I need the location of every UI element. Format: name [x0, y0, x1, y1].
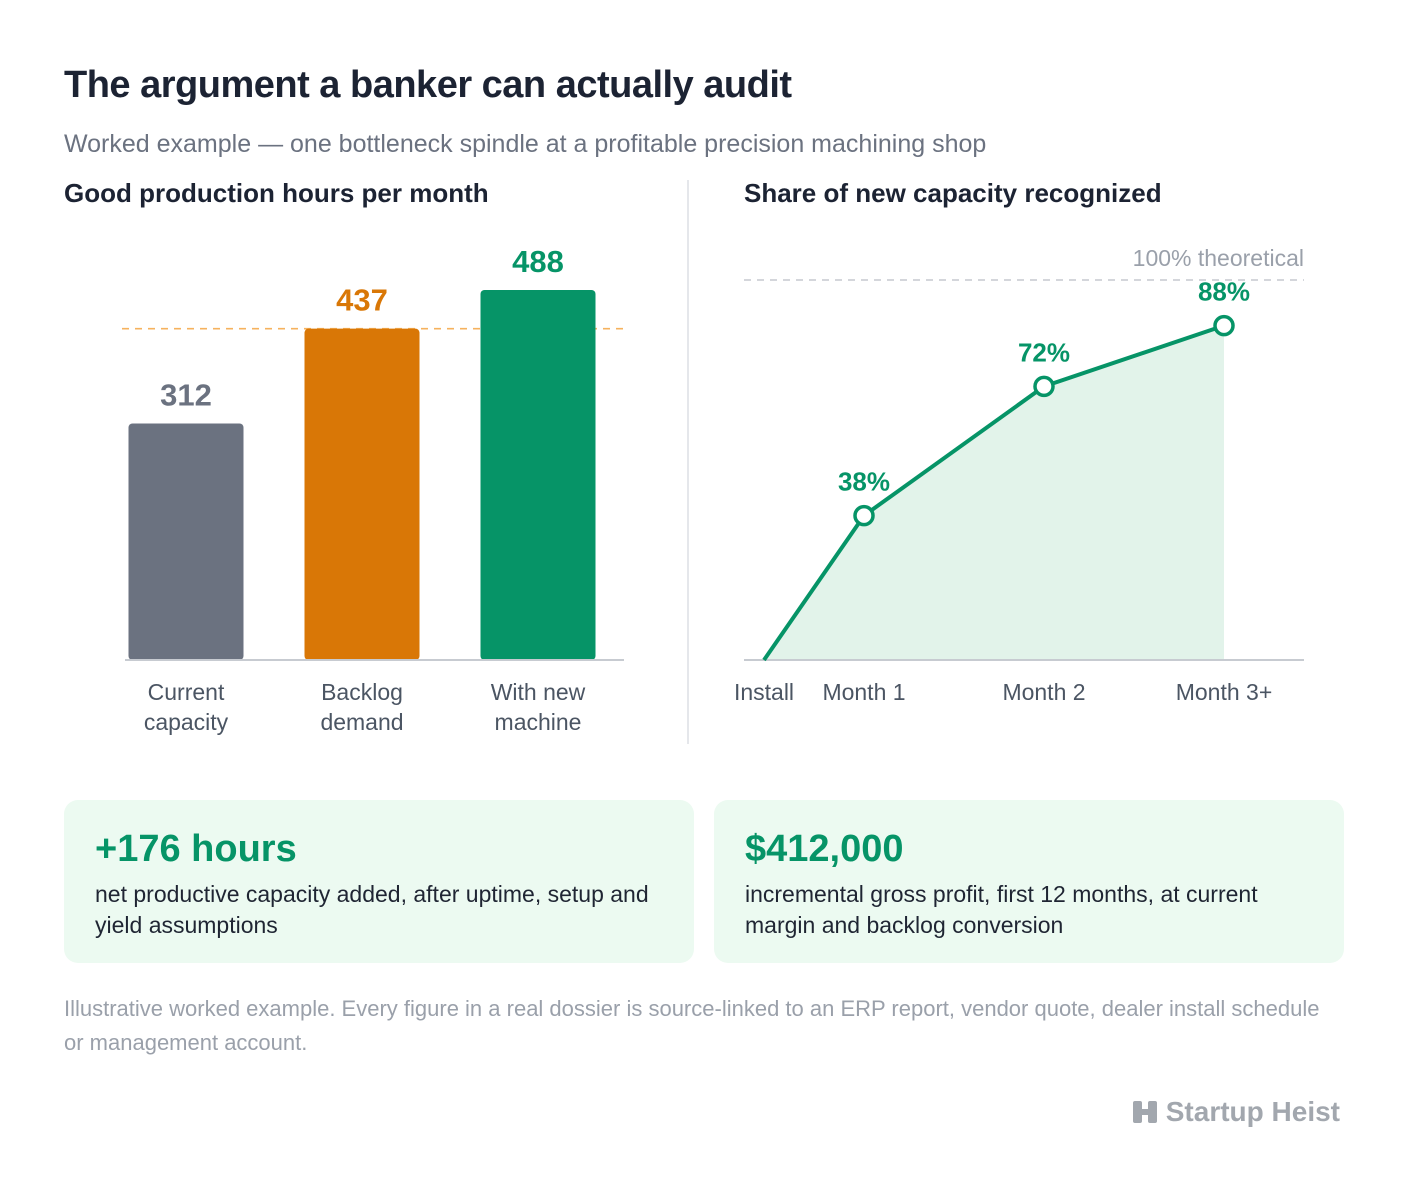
data-label: 72%: [1018, 337, 1070, 367]
capacity-card: +176 hours net productive capacity added…: [64, 800, 694, 963]
line-chart: 100% theoretical Install 38% Month 1 72% Mont…: [734, 245, 1304, 705]
bar-value-label: 437: [336, 283, 388, 318]
bar-chart: 312 Current capacity 437 Backlog demand 488 Wit…: [122, 244, 624, 735]
data-label: 88%: [1198, 277, 1250, 307]
bar: [480, 290, 596, 660]
x-tick-label: Month 1: [822, 679, 905, 705]
data-point: [853, 504, 875, 527]
bar: [128, 423, 244, 660]
x-tick-label: demand: [320, 709, 403, 735]
x-tick-label: capacity: [144, 709, 229, 735]
data-point: [1213, 314, 1235, 337]
x-tick-label: Month 3+: [1176, 679, 1273, 705]
x-tick-label: Backlog: [321, 679, 403, 705]
line-chart-title: Share of new capacity recognized: [744, 178, 1162, 208]
footnote: Illustrative worked example. Every figur…: [64, 996, 1320, 1055]
reference-line-label: 100% theoretical: [1133, 245, 1304, 271]
profit-card: $412,000 incremental gross profit, first…: [714, 800, 1344, 963]
data-point: [1033, 375, 1055, 398]
area-fill: [764, 325, 1224, 660]
profit-card-value: $412,000: [745, 828, 904, 870]
bar-value-label: 312: [160, 377, 212, 412]
brand-logo[interactable]: Startup Heist: [1132, 1096, 1340, 1128]
bar-value-label: 488: [512, 244, 564, 279]
bar-chart-title: Good production hours per month: [64, 178, 489, 208]
x-tick-label: Month 2: [1002, 679, 1085, 705]
building-icon: [1132, 1101, 1157, 1123]
page-subtitle: Worked example — one bottleneck spindle …: [64, 130, 987, 158]
capacity-card-text: net productive capacity added, after upt…: [95, 881, 649, 938]
data-label: 38%: [838, 467, 890, 497]
panel-divider: [687, 180, 689, 744]
capacity-card-value: +176 hours: [95, 828, 297, 870]
x-tick-label: machine: [495, 709, 582, 735]
x-tick-label: Install: [734, 679, 794, 705]
x-tick-label: Current: [148, 679, 225, 705]
bar: [304, 328, 420, 660]
brand-name: Startup Heist: [1165, 1096, 1340, 1127]
x-tick-label: With new: [491, 679, 586, 705]
page-title: The argument a banker can actually audit: [64, 64, 792, 106]
series-line: [762, 323, 1225, 662]
profit-card-text: incremental gross profit, first 12 month…: [745, 881, 1258, 938]
